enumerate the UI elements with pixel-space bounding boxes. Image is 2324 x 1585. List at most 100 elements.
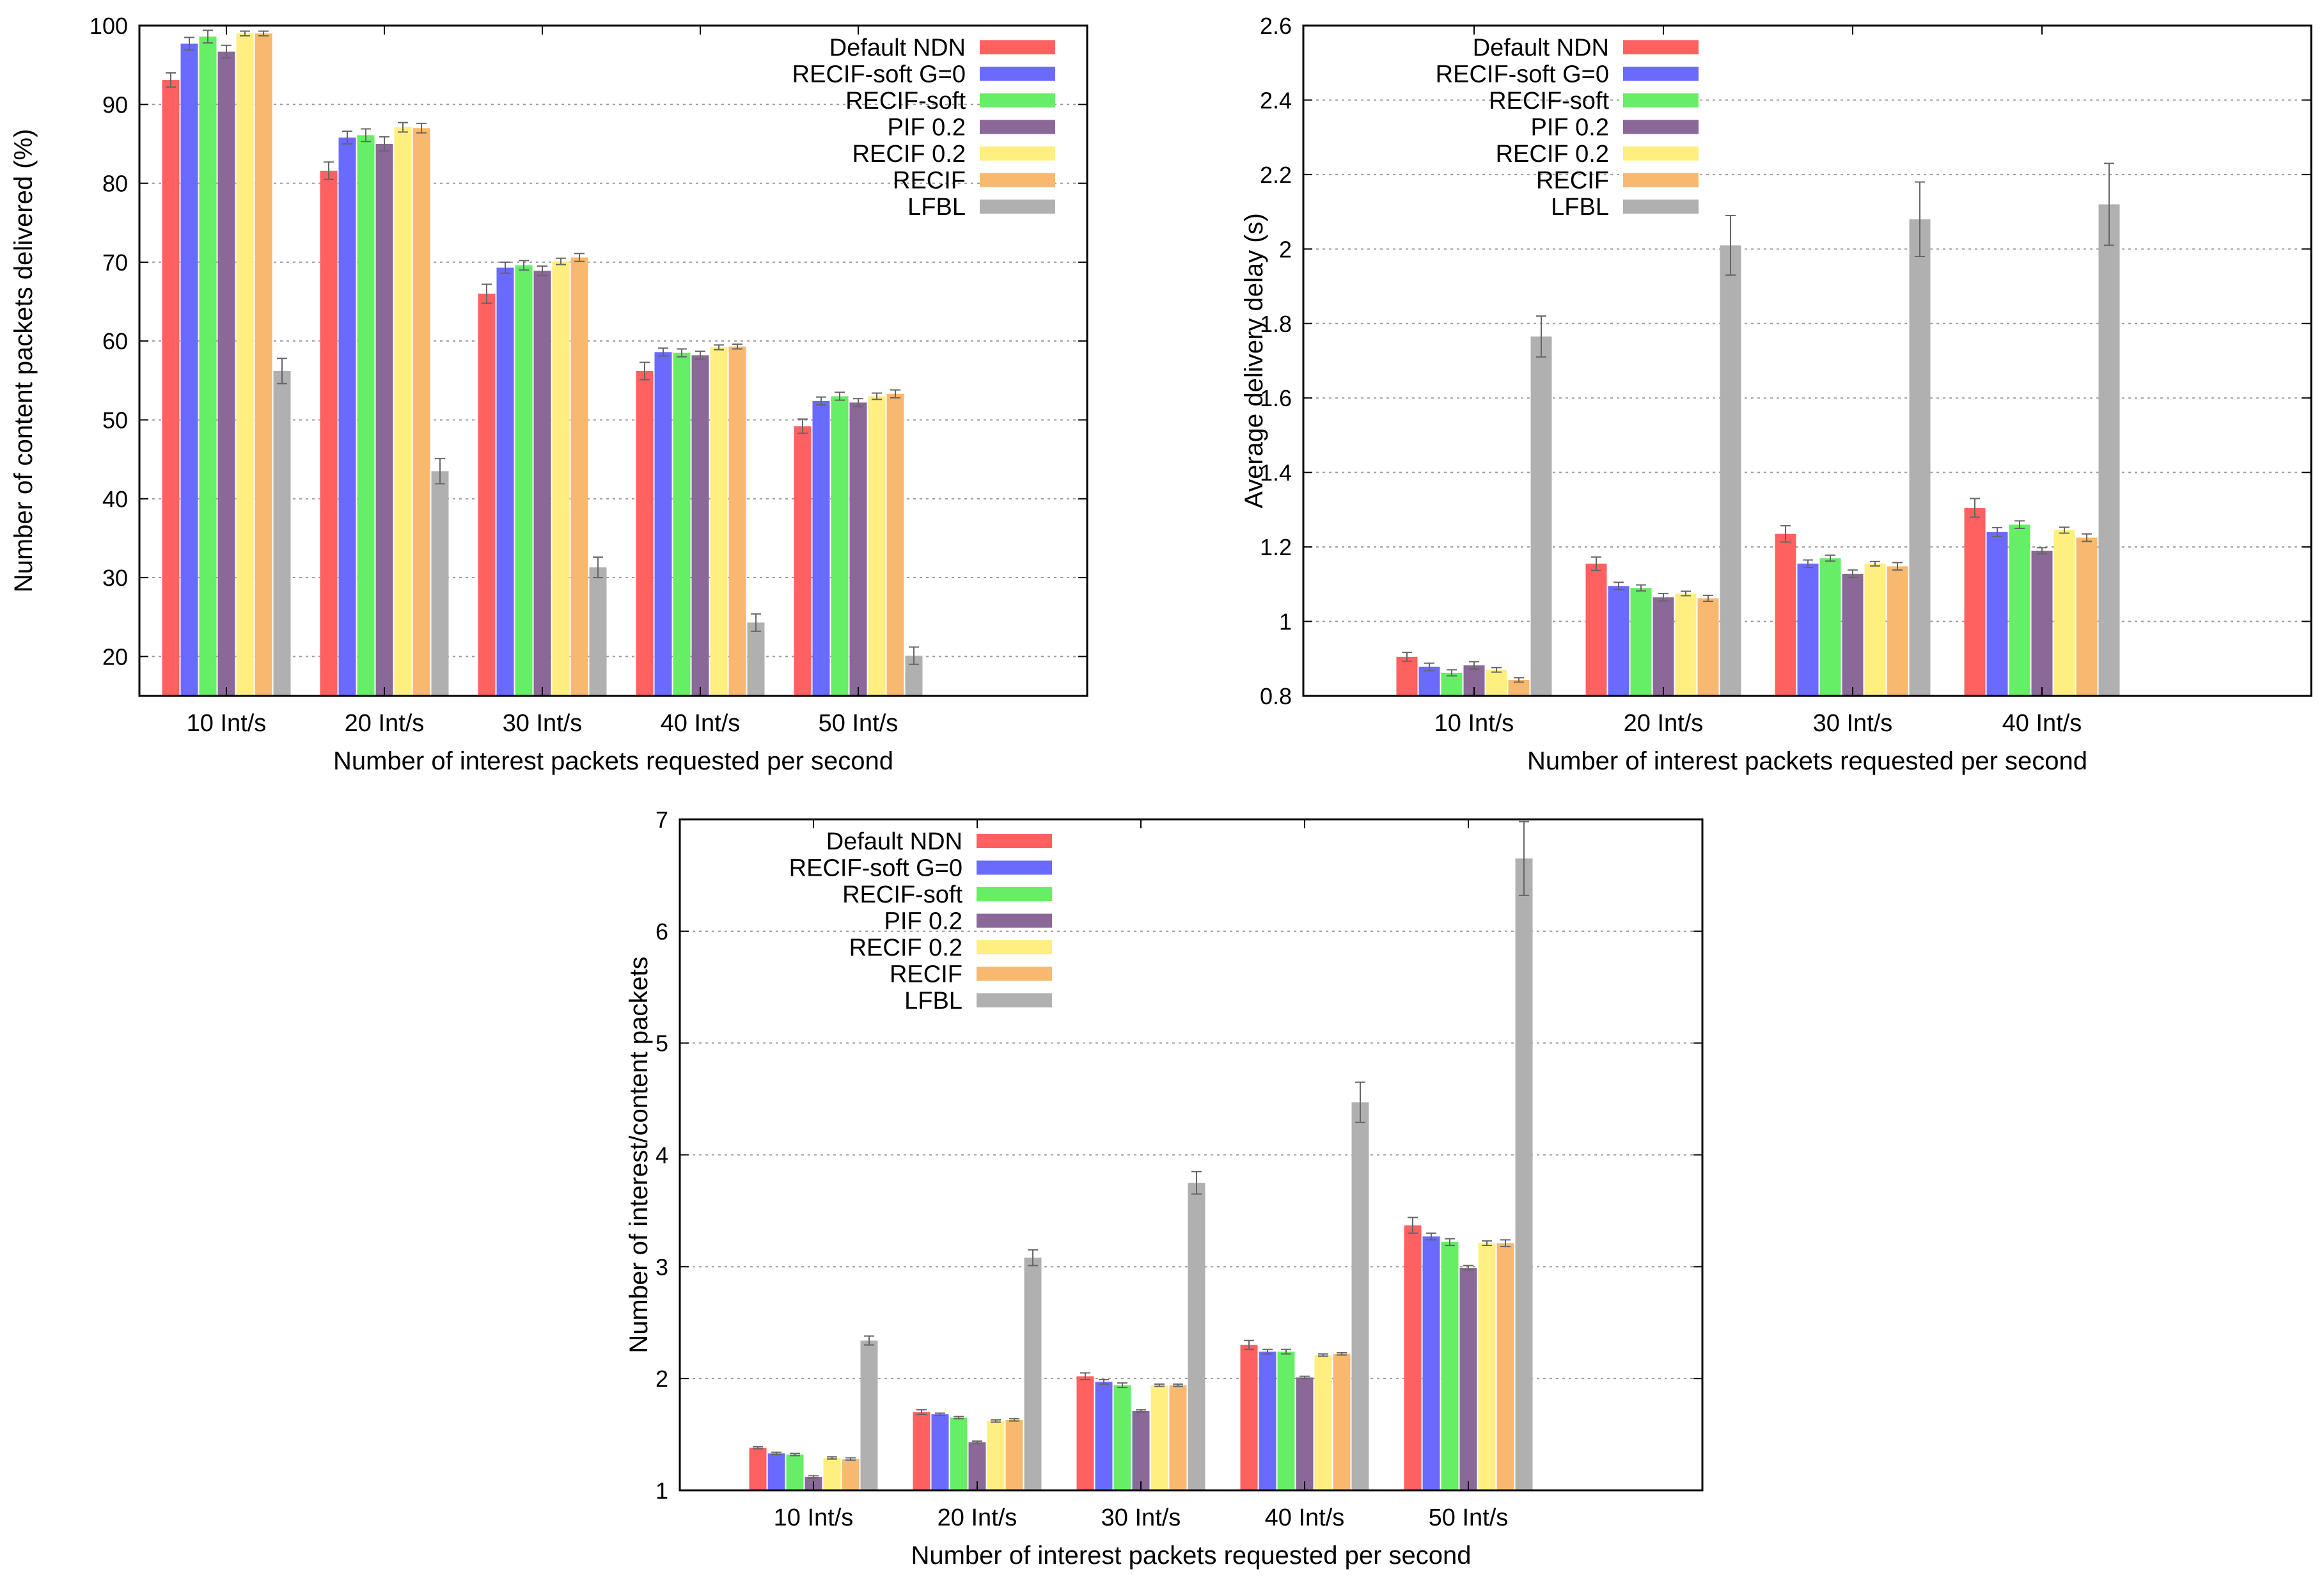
- bar-recif-soft: [786, 1455, 804, 1490]
- y-tick-label: 100: [90, 13, 128, 39]
- bar-pif-0-2: [2031, 550, 2053, 696]
- bar-recif-soft: [199, 36, 217, 696]
- x-tick-label: 20 Int/s: [1624, 710, 1704, 737]
- legend-swatch: [1623, 200, 1699, 214]
- bar-recif-soft-g-0: [338, 138, 356, 697]
- bar-recif-soft-g-0: [1797, 564, 1819, 696]
- bar-default-ndn: [636, 371, 654, 696]
- bar-recif: [412, 128, 430, 696]
- x-tick-label: 40 Int/s: [1265, 1504, 1345, 1531]
- legend-label: RECIF: [1536, 168, 1609, 194]
- bar-recif: [1496, 1243, 1514, 1490]
- x-tick-label: 10 Int/s: [774, 1504, 854, 1531]
- bar-recif-soft-g-0: [1986, 532, 2008, 696]
- y-tick-label: 6: [656, 919, 668, 945]
- bar-default-ndn: [1585, 564, 1607, 696]
- x-axis-label: Number of interest packets requested per…: [333, 747, 893, 775]
- y-tick-label: 7: [656, 807, 668, 833]
- bar-recif-soft-g-0: [1095, 1382, 1113, 1490]
- y-tick-label: 70: [102, 249, 128, 276]
- legend-swatch: [977, 860, 1052, 875]
- y-tick-label: 80: [102, 171, 128, 197]
- y-tick-label: 5: [656, 1030, 668, 1057]
- bar-recif-0-2: [987, 1421, 1005, 1490]
- bar-recif-soft-g-0: [1259, 1352, 1276, 1490]
- bar-recif: [1169, 1385, 1187, 1490]
- y-tick-label: 2: [1279, 236, 1292, 262]
- legend-swatch: [980, 200, 1055, 214]
- x-tick-label: 10 Int/s: [1434, 710, 1514, 737]
- bar-recif-soft-g-0: [931, 1414, 949, 1490]
- bar-recif: [1005, 1419, 1023, 1490]
- bar-lfbl: [1351, 1102, 1369, 1490]
- legend-label: Default NDN: [1473, 35, 1609, 61]
- legend-swatch: [980, 67, 1055, 81]
- bar-recif-0-2: [1864, 564, 1886, 696]
- bar-recif-soft-g-0: [180, 43, 198, 696]
- bar-lfbl: [1024, 1258, 1042, 1490]
- y-tick-label: 2.2: [1260, 162, 1292, 188]
- bar-pif-0-2: [375, 143, 393, 697]
- legend-swatch: [980, 40, 1055, 54]
- legend-label: LFBL: [1551, 194, 1609, 221]
- plot-frame: [138, 24, 1088, 697]
- bar-recif-0-2: [1486, 670, 1507, 696]
- bar-pif-0-2: [217, 51, 235, 696]
- legend-label: RECIF-soft G=0: [792, 61, 966, 88]
- x-axis-label: Number of interest packets requested per…: [1527, 747, 2087, 775]
- bar-recif-0-2: [552, 261, 570, 696]
- bar-recif: [728, 346, 746, 696]
- bar-recif-soft: [673, 352, 691, 696]
- bar-recif-0-2: [823, 1458, 841, 1490]
- legend-swatch: [977, 966, 1052, 981]
- bar-recif: [255, 33, 272, 696]
- legend-label: LFBL: [907, 194, 966, 221]
- x-tick-label: 30 Int/s: [1813, 710, 1893, 737]
- bar-recif-soft: [2009, 524, 2030, 696]
- bar-lfbl: [589, 567, 607, 696]
- legend-swatch: [1623, 146, 1699, 161]
- chart-delivery-delay: 0.8 1 1.2 1.4 1.6 1.8 2 2.2 2.4 2.6 10 Int/s 20 Int…: [1240, 13, 2312, 775]
- legend-swatch: [1623, 173, 1699, 187]
- bar-pif-0-2: [1842, 574, 1864, 696]
- bar-recif-soft-g-0: [654, 352, 672, 696]
- y-axis-label: Average delivery delay (s): [1240, 213, 1268, 509]
- legend-label: RECIF-soft: [845, 88, 966, 114]
- x-tick-label: 30 Int/s: [1101, 1504, 1181, 1531]
- bar-default-ndn: [1240, 1344, 1258, 1490]
- y-tick-label: 50: [102, 407, 128, 433]
- x-tick-label: 50 Int/s: [1429, 1504, 1509, 1531]
- bar-recif: [1333, 1353, 1351, 1490]
- bar-recif-soft: [1441, 1242, 1459, 1490]
- legend-swatch: [1623, 67, 1699, 81]
- legend-swatch: [977, 834, 1052, 848]
- bar-recif: [570, 257, 588, 696]
- bar-recif-soft-g-0: [1608, 586, 1629, 696]
- legend-label: RECIF 0.2: [852, 141, 966, 168]
- bar-pif-0-2: [1459, 1268, 1477, 1490]
- legend-label: RECIF 0.2: [1496, 141, 1609, 168]
- y-axis-label: Number of content packets delivered (%): [10, 129, 38, 593]
- bar-recif-soft: [1113, 1385, 1131, 1490]
- bar-default-ndn: [1396, 656, 1418, 696]
- legend-swatch: [1623, 120, 1699, 134]
- bar-default-ndn: [162, 80, 180, 697]
- bar-lfbl: [431, 471, 449, 696]
- bar-recif-soft: [1277, 1352, 1295, 1490]
- bar-recif-0-2: [710, 347, 728, 696]
- bar-default-ndn: [1775, 533, 1796, 696]
- y-tick-label: 90: [102, 91, 128, 118]
- bar-pif-0-2: [849, 402, 867, 696]
- chart-content-delivered: 20 30 40 50 60 70 80 90 100 10 Int/s 20 Int/s 30 In…: [10, 13, 1088, 775]
- legend-label: LFBL: [904, 988, 962, 1014]
- bar-default-ndn: [478, 294, 496, 696]
- bar-recif-soft: [1819, 558, 1841, 696]
- legend-label: PIF 0.2: [888, 114, 966, 141]
- legend-label: RECIF 0.2: [849, 934, 962, 961]
- bar-recif-soft-g-0: [767, 1453, 785, 1490]
- legend-label: RECIF-soft G=0: [1436, 61, 1609, 88]
- y-tick-label: 1: [1279, 609, 1292, 635]
- bar-pif-0-2: [1653, 597, 1674, 696]
- x-tick-label: 20 Int/s: [345, 710, 425, 737]
- y-tick-label: 1.6: [1260, 385, 1292, 411]
